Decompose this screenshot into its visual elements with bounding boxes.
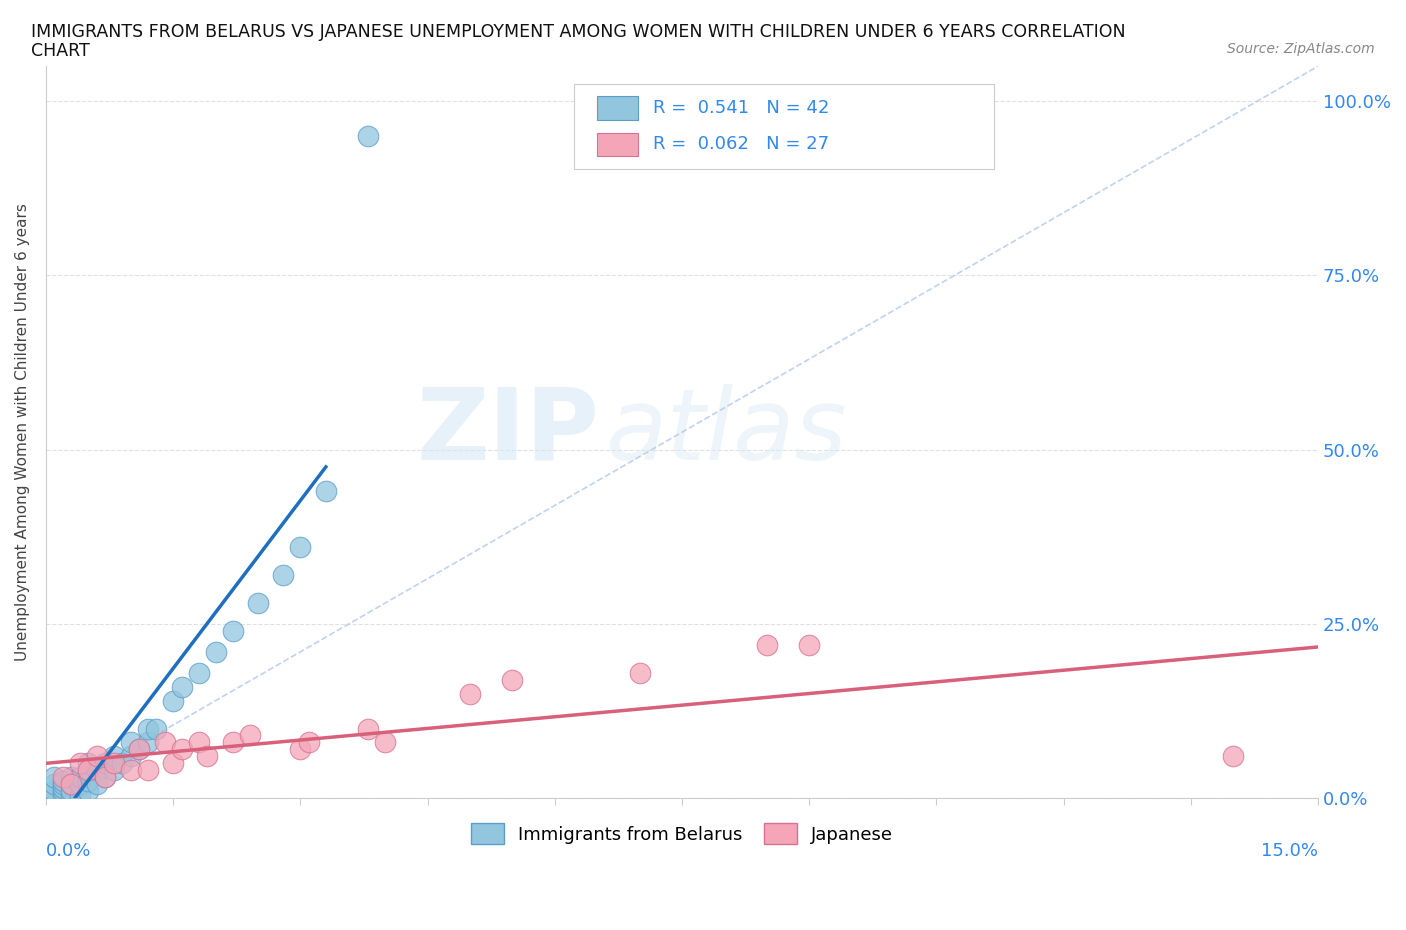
Point <box>136 721 159 736</box>
Point <box>94 770 117 785</box>
Text: R =  0.541   N = 42: R = 0.541 N = 42 <box>652 99 830 117</box>
Point <box>246 595 269 610</box>
Point <box>111 756 134 771</box>
Point <box>103 756 125 771</box>
Point <box>458 686 481 701</box>
Point <box>77 774 100 789</box>
Point <box>52 784 75 799</box>
Point <box>69 756 91 771</box>
Bar <box>596 133 637 156</box>
Point <box>136 735 159 750</box>
Point <box>128 742 150 757</box>
Point <box>86 763 108 777</box>
Point <box>136 763 159 777</box>
Y-axis label: Unemployment Among Women with Children Under 6 years: Unemployment Among Women with Children U… <box>15 204 30 661</box>
Text: Source: ZipAtlas.com: Source: ZipAtlas.com <box>1227 42 1375 56</box>
Point <box>103 763 125 777</box>
Point <box>120 763 142 777</box>
Point <box>128 742 150 757</box>
Point <box>755 637 778 652</box>
Point <box>44 777 66 791</box>
Point <box>94 770 117 785</box>
Point <box>195 749 218 764</box>
Point <box>86 749 108 764</box>
Point <box>315 484 337 498</box>
Point <box>120 735 142 750</box>
Text: ZIP: ZIP <box>416 384 599 481</box>
Text: CHART: CHART <box>31 42 90 60</box>
Point <box>799 637 821 652</box>
Point <box>52 788 75 803</box>
Point <box>77 756 100 771</box>
Point <box>94 756 117 771</box>
Point <box>290 742 312 757</box>
Point <box>44 784 66 799</box>
Point <box>60 777 83 791</box>
Point <box>290 539 312 554</box>
Bar <box>596 96 637 120</box>
Point <box>298 735 321 750</box>
Point <box>52 780 75 795</box>
Point <box>170 742 193 757</box>
Point <box>69 777 91 791</box>
Point <box>52 777 75 791</box>
Point <box>86 777 108 791</box>
Point <box>501 672 523 687</box>
Point <box>162 693 184 708</box>
Point <box>60 788 83 803</box>
Text: 0.0%: 0.0% <box>46 843 91 860</box>
Point <box>357 721 380 736</box>
Point <box>273 567 295 582</box>
Point <box>103 749 125 764</box>
Point <box>221 735 243 750</box>
Text: IMMIGRANTS FROM BELARUS VS JAPANESE UNEMPLOYMENT AMONG WOMEN WITH CHILDREN UNDER: IMMIGRANTS FROM BELARUS VS JAPANESE UNEM… <box>31 23 1126 41</box>
Point <box>170 679 193 694</box>
Point <box>69 788 91 803</box>
Point <box>44 788 66 803</box>
Point <box>52 774 75 789</box>
FancyBboxPatch shape <box>574 85 994 168</box>
Point <box>77 784 100 799</box>
Text: 15.0%: 15.0% <box>1261 843 1319 860</box>
Point <box>187 735 209 750</box>
Point <box>357 128 380 143</box>
Text: atlas: atlas <box>606 384 848 481</box>
Legend: Immigrants from Belarus, Japanese: Immigrants from Belarus, Japanese <box>464 817 900 852</box>
Point <box>1222 749 1244 764</box>
Point <box>52 770 75 785</box>
Point <box>187 665 209 680</box>
Point <box>221 623 243 638</box>
Point <box>44 770 66 785</box>
Text: R =  0.062   N = 27: R = 0.062 N = 27 <box>652 136 830 153</box>
Point <box>60 784 83 799</box>
Point <box>238 728 260 743</box>
Point <box>60 770 83 785</box>
Point <box>204 644 226 659</box>
Point <box>145 721 167 736</box>
Point <box>628 665 651 680</box>
Point <box>162 756 184 771</box>
Point <box>60 777 83 791</box>
Point <box>374 735 396 750</box>
Point <box>153 735 176 750</box>
Point <box>69 770 91 785</box>
Point <box>120 749 142 764</box>
Point <box>77 763 100 777</box>
